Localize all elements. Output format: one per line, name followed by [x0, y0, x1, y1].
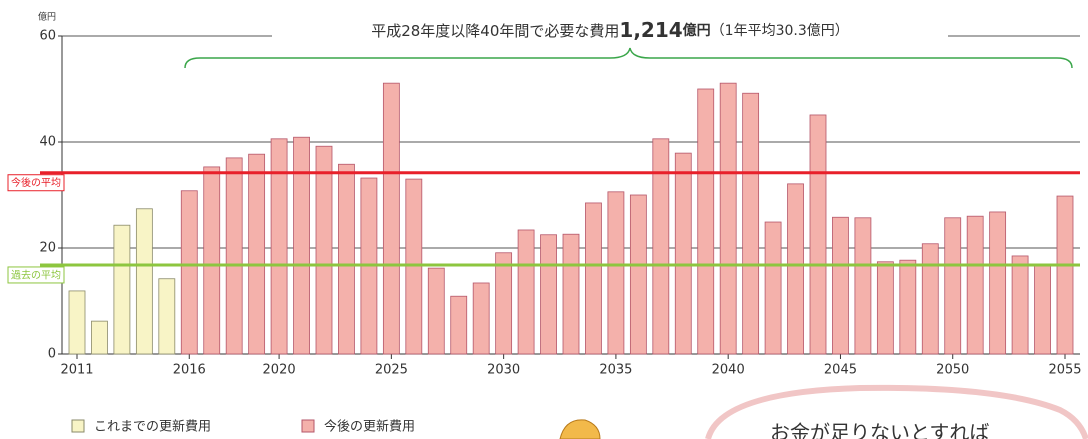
bar — [405, 178, 423, 355]
x-tick-label: 2035 — [599, 363, 632, 378]
bar — [607, 191, 625, 355]
bar — [876, 261, 894, 355]
title-part: 1,214 — [619, 18, 682, 42]
bar — [966, 215, 984, 355]
bar — [562, 233, 580, 355]
bar — [517, 229, 535, 355]
bar — [787, 183, 804, 355]
legend-label: これまでの更新費用 — [94, 419, 211, 435]
average-label-box — [7, 174, 65, 192]
bar — [315, 145, 333, 355]
bar — [629, 194, 647, 355]
y-tick-label: 40 — [39, 135, 56, 150]
title-bg — [272, 20, 948, 44]
bar — [854, 217, 872, 355]
y-tick-label: 60 — [39, 29, 56, 44]
bar — [135, 208, 153, 355]
bar — [1011, 255, 1029, 355]
bar — [585, 202, 602, 355]
bar — [989, 211, 1007, 355]
speech-bubble — [705, 384, 1088, 439]
bar — [899, 259, 917, 355]
bar — [382, 82, 400, 355]
y-tick-label: 20 — [39, 241, 56, 256]
bubble-text: お金が足りないとすれば — [770, 421, 989, 439]
bar — [764, 221, 782, 355]
average-label-box — [7, 266, 65, 284]
bar — [450, 295, 468, 355]
title-part: 平成28年度以降40年間で必要な費用 — [371, 22, 619, 40]
bar — [158, 278, 176, 355]
bar — [495, 252, 513, 355]
title-part: （1年平均30.3億円） — [711, 23, 849, 39]
x-tick-label: 2011 — [60, 363, 93, 378]
bar — [1034, 264, 1051, 355]
bar — [921, 243, 939, 355]
average-label: 過去の平均 — [11, 269, 61, 281]
cat-ear — [559, 419, 601, 439]
x-tick-label: 2045 — [824, 363, 857, 378]
bar — [180, 190, 198, 355]
legend-swatch — [301, 419, 315, 433]
chart-title: 平成28年度以降40年間で必要な費用1,214億円（1年平均30.3億円） — [371, 18, 849, 42]
bar — [809, 114, 827, 355]
y-unit: 億円 — [38, 11, 56, 23]
bar — [742, 92, 760, 355]
bar — [293, 136, 310, 355]
bar — [225, 157, 243, 355]
bar — [472, 282, 490, 355]
legend-label: 今後の更新費用 — [324, 419, 415, 435]
bar — [832, 216, 849, 355]
x-tick-label: 2020 — [263, 363, 296, 378]
bar — [427, 267, 445, 355]
bar — [697, 88, 715, 355]
x-tick-label: 2025 — [375, 363, 408, 378]
bar — [113, 224, 131, 355]
bar — [540, 234, 557, 355]
title-part: 億円 — [683, 22, 711, 39]
bar — [338, 163, 355, 355]
x-tick-label: 2030 — [487, 363, 520, 378]
x-tick-label: 2016 — [173, 363, 206, 378]
average-label: 今後の平均 — [11, 176, 61, 189]
bar — [652, 138, 670, 355]
y-tick-label: 0 — [48, 347, 56, 362]
x-tick-label: 2055 — [1048, 363, 1081, 378]
bar — [719, 82, 737, 355]
bar — [674, 152, 692, 355]
x-tick-label: 2040 — [712, 363, 745, 378]
bar — [944, 217, 962, 355]
bar — [248, 153, 266, 355]
bar — [68, 290, 86, 355]
legend-swatch — [71, 419, 85, 433]
brace — [184, 47, 1073, 69]
x-tick-label: 2050 — [936, 363, 969, 378]
bar — [270, 138, 288, 355]
bar — [91, 320, 108, 355]
bar — [1056, 195, 1074, 355]
bar — [203, 166, 221, 355]
